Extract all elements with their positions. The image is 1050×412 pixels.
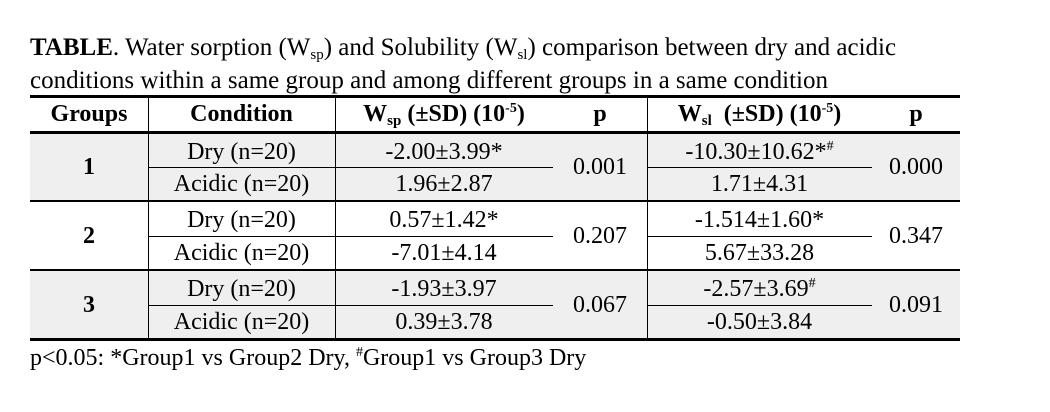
caption-label: TABLE xyxy=(30,34,113,61)
hash-marker: # xyxy=(355,345,363,360)
wsl-acidic-value: 1.71±4.31 xyxy=(710,171,809,197)
inner-row-line xyxy=(148,305,553,306)
table-top-rule xyxy=(30,95,960,98)
header-subscript: sl xyxy=(701,113,712,129)
group-label: 1 xyxy=(83,154,95,180)
table-footnote: p<0.05: *Group1 vs Group2 Dry, #Group1 v… xyxy=(30,343,586,377)
header-wsp: Wsp (±SD) (10-5) xyxy=(335,99,553,133)
caption-line-2: conditions within a same group and among… xyxy=(30,67,828,94)
wsl-dry-text: -1.514±1.60* xyxy=(694,207,825,233)
inner-row-line xyxy=(647,305,872,306)
wsp-dry-value: -1.93±3.97 xyxy=(391,276,497,302)
column-divider xyxy=(647,97,648,339)
p-wsp-value: 0.067 xyxy=(573,292,627,318)
wsl-dry-value: -2.57±3.69# xyxy=(647,274,872,308)
caption-line-1: TABLE. Water sorption (Wsp) and Solubili… xyxy=(30,33,1040,66)
wsp-acidic-value: -7.01±4.14 xyxy=(391,240,497,266)
p-wsp-value: 0.001 xyxy=(573,154,627,180)
hash-marker: # xyxy=(826,139,834,154)
column-divider xyxy=(148,97,149,339)
wsl-acidic-value: 5.67±33.28 xyxy=(704,240,815,266)
p-wsl-value: 0.347 xyxy=(889,223,943,249)
header-groups: Groups xyxy=(50,101,128,127)
condition-dry: Dry (n=20) xyxy=(187,276,296,302)
condition-acidic: Acidic (n=20) xyxy=(173,309,310,335)
column-divider xyxy=(335,97,336,339)
group-1-shading xyxy=(30,133,960,200)
p-wsl-value: 0.091 xyxy=(889,292,943,318)
group-label: 3 xyxy=(83,292,95,318)
condition-dry: Dry (n=20) xyxy=(187,139,296,165)
header-subscript: sp xyxy=(387,113,402,129)
header-condition: Condition xyxy=(190,101,293,127)
header-text: (±SD) (10 xyxy=(401,101,506,127)
header-p-wsl: p xyxy=(909,101,923,127)
caption-text: ) and Solubility (W xyxy=(323,34,518,61)
condition-acidic: Acidic (n=20) xyxy=(173,171,310,197)
header-wsl: Wsl (±SD) (10-5) xyxy=(647,99,872,133)
hash-marker: # xyxy=(808,276,816,291)
inner-row-line xyxy=(647,236,872,237)
header-text: W xyxy=(677,101,702,127)
wsl-dry-value: -1.514±1.60* xyxy=(647,205,872,239)
group-separator-rule xyxy=(30,269,960,271)
wsl-dry-text: -2.57±3.69 xyxy=(703,276,809,302)
header-text: (±SD) (10 xyxy=(711,101,822,127)
footnote-text: Group1 vs Group3 Dry xyxy=(362,345,587,371)
header-p-wsp: p xyxy=(593,101,607,127)
inner-row-line xyxy=(647,167,872,168)
header-superscript: -5 xyxy=(821,101,834,116)
group-label: 2 xyxy=(83,223,95,249)
wsl-dry-text: -10.30±10.62* xyxy=(685,139,827,165)
condition-dry: Dry (n=20) xyxy=(187,207,296,233)
wsl-dry-value: -10.30±10.62*# xyxy=(647,137,872,171)
header-superscript: -5 xyxy=(505,101,517,116)
header-text: ) xyxy=(516,101,525,127)
caption-text: ) comparison between dry and acidic xyxy=(527,34,897,61)
group-3-shading xyxy=(30,271,960,338)
wsl-acidic-value: -0.50±3.84 xyxy=(706,309,813,335)
caption-subscript: sp xyxy=(310,47,324,63)
caption-text: . Water sorption (W xyxy=(112,34,311,61)
p-wsl-value: 0.000 xyxy=(889,154,943,180)
header-text: W xyxy=(363,101,388,127)
footnote-text: p<0.05: *Group1 vs Group2 Dry, xyxy=(30,345,356,371)
wsp-dry-value: 0.57±1.42* xyxy=(389,207,499,233)
table-bottom-rule xyxy=(30,338,960,341)
wsp-dry-value: -2.00±3.99* xyxy=(385,139,503,165)
header-bottom-rule xyxy=(30,131,960,134)
condition-acidic: Acidic (n=20) xyxy=(173,240,310,266)
group-separator-rule xyxy=(30,200,960,202)
table-caption: TABLE. Water sorption (Wsp) and Solubili… xyxy=(30,33,1040,96)
header-text: ) xyxy=(833,101,842,127)
p-wsp-value: 0.207 xyxy=(573,223,627,249)
caption-subscript: sl xyxy=(517,47,528,63)
wsp-acidic-value: 0.39±3.78 xyxy=(395,309,493,335)
inner-row-line xyxy=(148,236,553,237)
inner-row-line xyxy=(148,167,553,168)
wsp-acidic-value: 1.96±2.87 xyxy=(395,171,493,197)
